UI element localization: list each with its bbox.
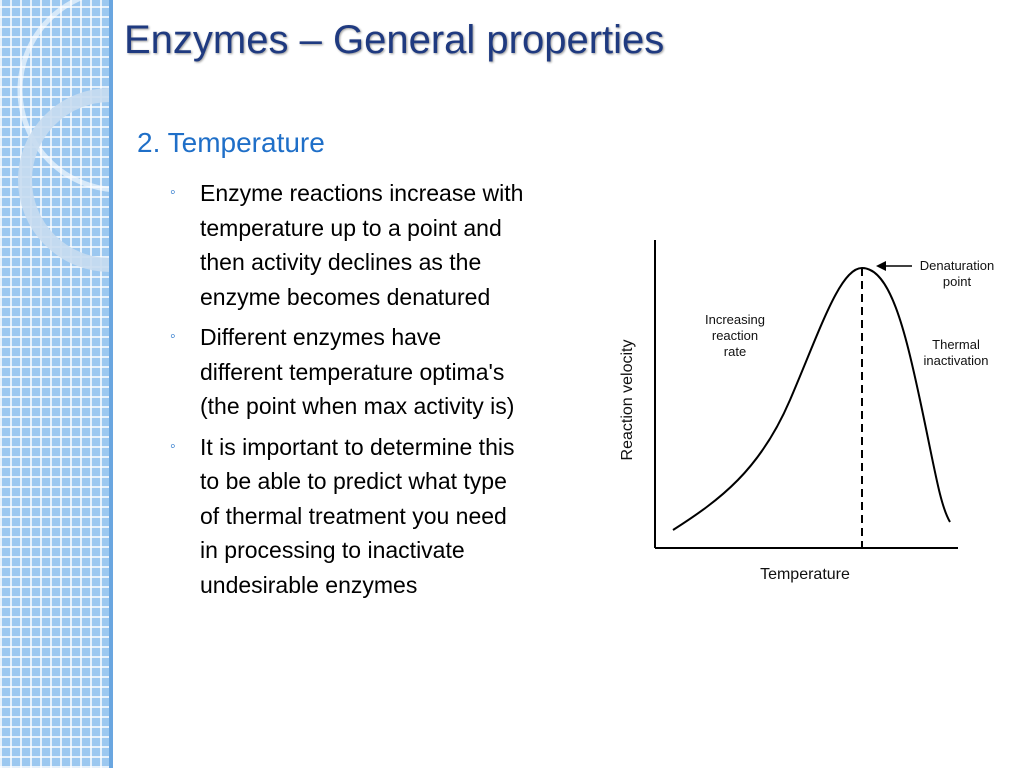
bullet: Different enzymes have different temperat… — [168, 320, 523, 424]
y-axis-label: Reaction velocity — [619, 340, 636, 461]
diagram-label: Increasing — [705, 312, 765, 327]
bullet-line: undesirable enzymes — [200, 571, 418, 598]
bullet: Enzyme reactions increase with temperatur… — [168, 176, 523, 314]
diagram-label: Denaturation — [920, 258, 994, 273]
diagram-label: rate — [724, 344, 746, 359]
x-axis-label: Temperature — [760, 566, 850, 583]
bullet-line: different temperature optima's — [200, 358, 505, 385]
temperature-diagram: Reaction velocity Temperature Denaturati… — [619, 240, 994, 583]
bullet: It is important to determine this to be a… — [168, 430, 523, 603]
bullet-line: temperature up to a point and — [200, 214, 502, 241]
slide-title: Enzymes – General properties — [124, 18, 665, 62]
bullet-line: Different enzymes have — [200, 324, 442, 350]
bullet-list: Enzyme reactions increase with temperatur… — [168, 176, 523, 608]
sidebar-circles — [17, 0, 113, 272]
activity-curve — [672, 266, 951, 531]
bullet-line: enzyme becomes denatured — [200, 283, 491, 310]
bullet-line: of thermal treatment you need — [200, 502, 507, 529]
diagram-label: reaction — [712, 328, 758, 343]
bullet-line: (the point when max activity is) — [200, 393, 515, 419]
diagram-label: Thermal — [932, 337, 980, 352]
diagram-label: inactivation — [923, 353, 988, 368]
bullet-line: to be able to predict what type — [200, 468, 507, 494]
arrow-head — [876, 261, 886, 271]
bullet-line: It is important to determine this — [200, 433, 515, 460]
diagram-label: point — [943, 274, 972, 289]
bullet-line: in processing to inactivate — [200, 537, 465, 563]
section-heading: 2. Temperature — [137, 127, 325, 158]
bullet-line: then activity declines as the — [200, 249, 482, 275]
sidebar-decoration — [0, 0, 113, 768]
bullet-line: Enzyme reactions increase with — [200, 180, 524, 206]
